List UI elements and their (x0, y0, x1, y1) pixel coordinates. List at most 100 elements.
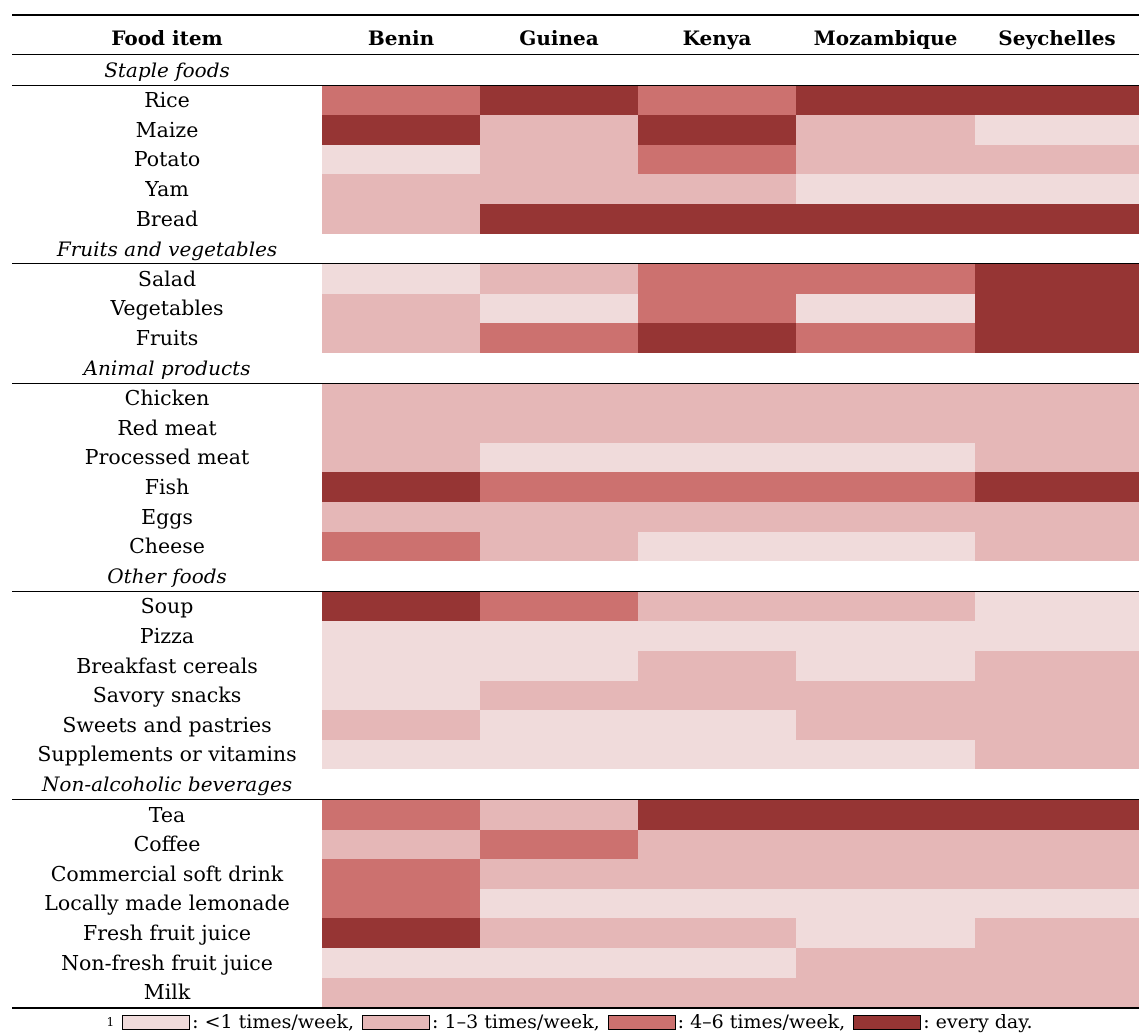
heatmap-cell (480, 384, 638, 413)
heatmap-cell (322, 592, 480, 621)
heatmap-cell (480, 710, 638, 740)
heatmap-cell (975, 859, 1139, 889)
heatmap-cell (480, 621, 638, 651)
heatmap-cell (975, 889, 1139, 918)
heatmap-cell (975, 621, 1139, 651)
heatmap-cell (975, 323, 1139, 353)
heatmap-cell (638, 948, 796, 978)
heatmap-cell (480, 323, 638, 353)
heatmap-cell (975, 413, 1139, 443)
heatmap-cell (638, 681, 796, 710)
food-item-label: Rice (144, 88, 190, 112)
food-item-label: Fresh fruit juice (82, 921, 252, 945)
heatmap-cell (322, 384, 480, 413)
heatmap-cell (796, 115, 975, 145)
section-label: Other foods (107, 564, 227, 589)
heatmap-cell (322, 443, 480, 472)
heatmap-cell (796, 174, 975, 204)
food-item-label: Potato (133, 147, 201, 171)
heatmap-cell (322, 800, 480, 830)
heatmap-cell (638, 145, 796, 174)
heatmap-cell (975, 740, 1139, 769)
heatmap-cell (322, 174, 480, 204)
heatmap-cell (322, 145, 480, 174)
legend-swatch-level-4 (853, 1014, 922, 1030)
heatmap-cell (480, 174, 638, 204)
heatmap-cell (322, 86, 480, 115)
legend-footnote: 1 : <1 times/week, : 1–3 times/week, : 4… (0, 1008, 1139, 1036)
food-item-label: Pizza (139, 624, 195, 648)
heatmap-cell (638, 621, 796, 651)
section-rule (12, 85, 1139, 86)
heatmap-cell (796, 532, 975, 561)
heatmap-cell (638, 443, 796, 472)
heatmap-cell (796, 472, 975, 502)
section-label: Fruits and vegetables (56, 236, 278, 261)
food-item-label: Sweets and pastries (62, 713, 272, 737)
food-item-label: Savory snacks (92, 683, 242, 707)
section-rule (12, 799, 1139, 800)
heatmap-cell (796, 710, 975, 740)
heatmap-cell (975, 384, 1139, 413)
heatmap-cell (322, 918, 480, 948)
heatmap-cell (975, 592, 1139, 621)
heatmap-cell (638, 323, 796, 353)
heatmap-cell (322, 710, 480, 740)
food-item-label: Red meat (117, 416, 217, 440)
food-item-label: Fruits (135, 326, 199, 350)
header-food-item: Food item (111, 26, 223, 50)
food-item-label: Salad (137, 267, 197, 291)
food-item-label: Coffee (133, 832, 201, 856)
heatmap-cell (322, 204, 480, 234)
footnote-marker: 1 (106, 1015, 115, 1029)
heatmap-cell (796, 740, 975, 769)
heatmap-cell (638, 413, 796, 443)
heatmap-cell (322, 264, 480, 294)
food-item-label: Commercial soft drink (50, 862, 284, 886)
food-item-label: Tea (148, 803, 186, 827)
heatmap-cell (322, 323, 480, 353)
food-item-label: Eggs (141, 505, 193, 529)
food-item-label: Yam (145, 177, 189, 201)
heatmap-cell (638, 978, 796, 1007)
food-item-label: Breakfast cereals (76, 654, 258, 678)
food-item-label: Fish (144, 475, 190, 499)
heatmap-cell (975, 710, 1139, 740)
header-rule (12, 54, 1139, 55)
heatmap-cell (480, 532, 638, 561)
heatmap-cell (480, 948, 638, 978)
heatmap-cell (638, 294, 796, 323)
food-item-label: Supplements or vitamins (37, 742, 297, 766)
heatmap-cell (480, 443, 638, 472)
heatmap-cell (975, 978, 1139, 1007)
heatmap-cell (638, 174, 796, 204)
heatmap-cell (796, 264, 975, 294)
heatmap-cell (638, 472, 796, 502)
legend-swatch-level-2 (362, 1014, 431, 1030)
heatmap-cell (480, 651, 638, 681)
food-item-label: Maize (135, 118, 199, 142)
section-label: Animal products (83, 356, 251, 380)
heatmap-cell (322, 294, 480, 323)
header-kenya: Kenya (682, 26, 752, 50)
heatmap-cell (796, 294, 975, 323)
food-item-label: Cheese (129, 534, 205, 558)
heatmap-cell (638, 889, 796, 918)
top-rule (12, 14, 1139, 16)
heatmap-cell (975, 830, 1139, 859)
heatmap-cell (638, 502, 796, 532)
heatmap-cell (975, 204, 1139, 234)
heatmap-cell (480, 204, 638, 234)
heatmap-cell (975, 86, 1139, 115)
heatmap-cell (480, 889, 638, 918)
section-rule (12, 591, 1139, 592)
heatmap-cell (975, 294, 1139, 323)
food-item-label: Processed meat (84, 445, 250, 469)
heatmap-cell (975, 532, 1139, 561)
heatmap-cell (975, 651, 1139, 681)
heatmap-cell (975, 948, 1139, 978)
bottom-rule (12, 1007, 1139, 1009)
heatmap-cell (638, 859, 796, 889)
heatmap-cell (480, 800, 638, 830)
heatmap-cell (480, 740, 638, 769)
